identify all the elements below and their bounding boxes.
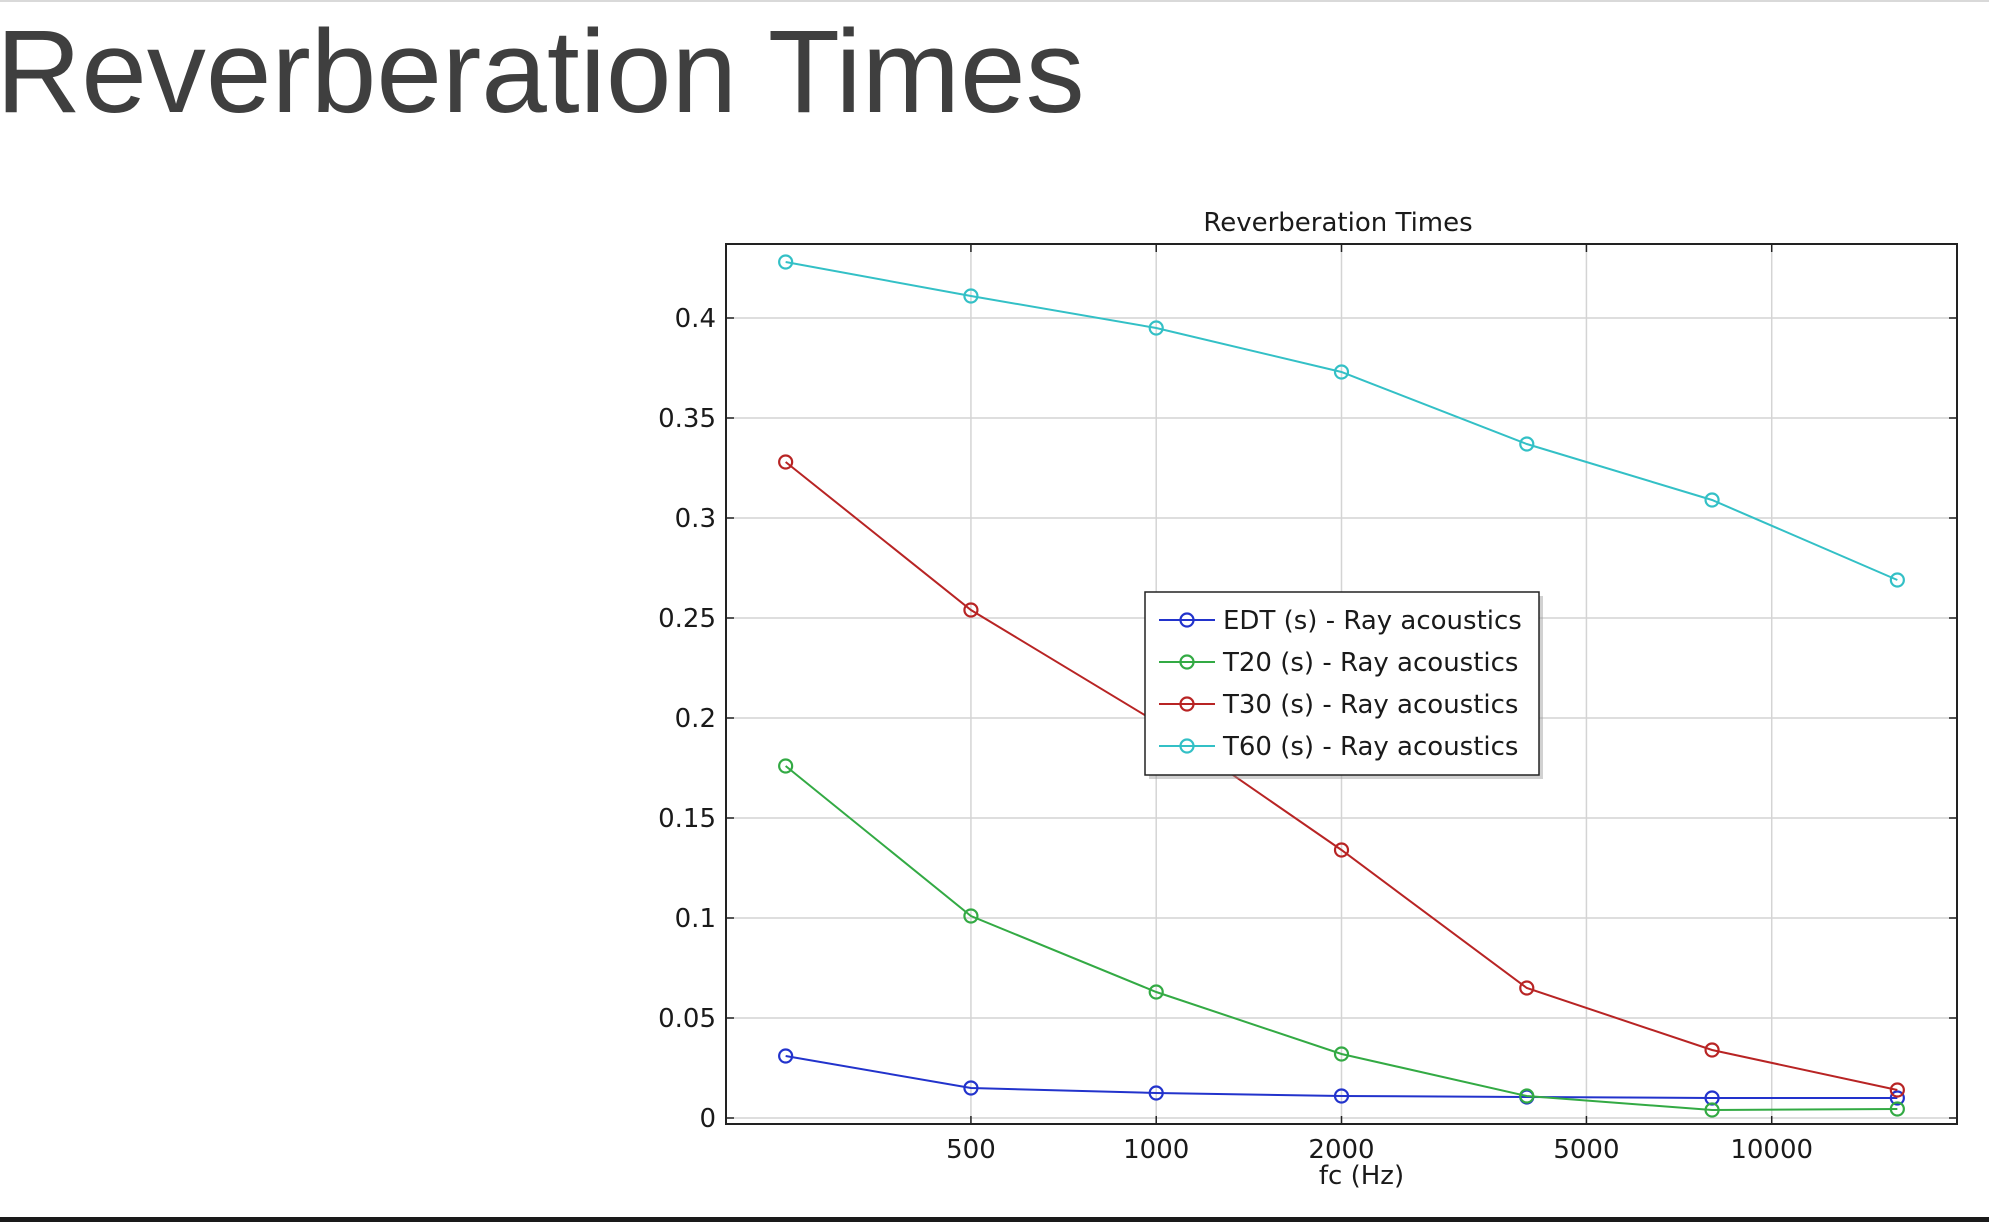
bottom-divider bbox=[0, 1217, 1989, 1222]
series-line bbox=[785, 461, 1898, 1091]
data-point bbox=[778, 254, 794, 270]
y-tick-label: 0.25 bbox=[658, 604, 716, 634]
legend-swatch-marker bbox=[1179, 612, 1195, 628]
series-4 bbox=[778, 254, 1905, 588]
legend-swatch-marker bbox=[1179, 654, 1195, 670]
data-point bbox=[1704, 1042, 1720, 1058]
data-point bbox=[778, 758, 794, 774]
data-point bbox=[1519, 436, 1535, 452]
data-point bbox=[963, 1080, 979, 1096]
legend-entry: EDT (s) - Ray acoustics bbox=[1223, 606, 1522, 636]
legend-box bbox=[1144, 591, 1540, 776]
data-point bbox=[963, 288, 979, 304]
data-point bbox=[1333, 1088, 1350, 1104]
legend-entry: T30 (s) - Ray acoustics bbox=[1222, 690, 1518, 720]
data-point bbox=[778, 454, 794, 470]
x-tick-label: 500 bbox=[946, 1135, 996, 1165]
data-point bbox=[1889, 572, 1905, 588]
y-tick-label: 0.05 bbox=[658, 1004, 716, 1034]
data-point bbox=[1889, 1090, 1905, 1106]
data-point bbox=[1519, 1088, 1535, 1104]
x-axis-label: fc (Hz) bbox=[1319, 1161, 1404, 1191]
top-divider bbox=[0, 0, 1989, 2]
y-tick-label: 0.15 bbox=[658, 804, 716, 834]
chart-title: Reverberation Times bbox=[1203, 208, 1472, 238]
y-tick-label: 0.1 bbox=[675, 904, 716, 934]
y-tick-label: 0.4 bbox=[675, 304, 716, 334]
data-point bbox=[1704, 492, 1720, 508]
legend-entry: T20 (s) - Ray acoustics bbox=[1222, 648, 1518, 678]
data-point bbox=[1519, 980, 1535, 996]
data-point bbox=[1148, 984, 1164, 1000]
series-2 bbox=[778, 758, 1905, 1118]
data-point bbox=[1889, 1082, 1905, 1098]
series-line bbox=[785, 261, 1898, 581]
y-tick-label: 0 bbox=[699, 1104, 716, 1134]
series-line bbox=[785, 1055, 1898, 1099]
y-tick-label: 0.2 bbox=[675, 704, 716, 734]
legend-swatch-marker bbox=[1179, 738, 1195, 754]
series-3 bbox=[778, 454, 1905, 1098]
legend: EDT (s) - Ray acoustics T20 (s) - Ray aco… bbox=[1144, 591, 1543, 779]
data-point bbox=[1148, 320, 1164, 336]
slide-title: Reverberation Times bbox=[0, 6, 1085, 138]
x-tick-label: 2000 bbox=[1308, 1135, 1374, 1165]
data-point bbox=[1333, 842, 1350, 858]
data-point bbox=[1333, 364, 1350, 380]
x-tick-label: 10000 bbox=[1730, 1135, 1813, 1165]
data-point bbox=[963, 602, 979, 618]
data-point bbox=[1704, 1102, 1720, 1118]
legend-swatch-marker bbox=[1179, 696, 1195, 712]
data-point bbox=[1333, 1046, 1350, 1062]
data-point bbox=[963, 908, 979, 924]
x-tick-label: 1000 bbox=[1123, 1135, 1189, 1165]
x-tick-label: 5000 bbox=[1553, 1135, 1619, 1165]
data-point bbox=[1148, 1085, 1164, 1101]
series-line bbox=[785, 765, 1898, 1112]
legend-entry: T60 (s) - Ray acoustics bbox=[1222, 732, 1518, 762]
data-point bbox=[778, 1048, 794, 1064]
y-tick-label: 0.35 bbox=[658, 404, 716, 434]
data-point bbox=[1889, 1101, 1905, 1117]
y-tick-label: 0.3 bbox=[675, 504, 716, 534]
